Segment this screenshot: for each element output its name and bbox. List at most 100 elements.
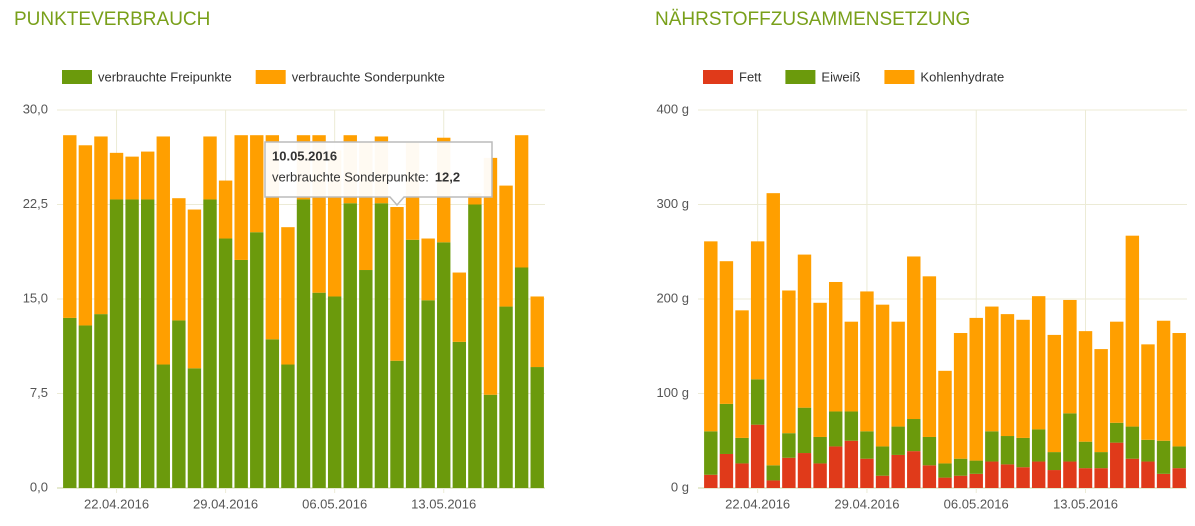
bar-segment — [735, 437, 749, 464]
bar-segment — [514, 267, 529, 488]
bar-segment — [156, 136, 170, 365]
bar-segment — [63, 317, 77, 488]
y-tick-label: 22,5 — [23, 196, 48, 211]
bar-segment — [390, 360, 404, 488]
bar-segment — [797, 407, 812, 454]
y-tick-label: 0,0 — [30, 479, 48, 494]
bar-segment — [218, 180, 233, 239]
tooltip-title: 10.05.2016 — [272, 148, 337, 163]
bar-segment — [109, 152, 124, 200]
bar-segment — [94, 314, 108, 488]
bar-segment — [1031, 296, 1046, 430]
bar-segment — [390, 207, 404, 361]
bar-segment — [218, 238, 233, 488]
bar-segment — [766, 193, 780, 466]
y-tick-label: 0 g — [671, 479, 689, 494]
bar-segment — [985, 461, 999, 488]
bar-segment — [985, 431, 999, 462]
bar-segment — [296, 199, 311, 488]
bar-segment — [250, 232, 264, 488]
bar-segment — [1047, 334, 1062, 453]
bar-segment — [844, 321, 859, 412]
bar-segment — [844, 411, 859, 441]
bar-segment — [985, 306, 999, 432]
bar-segment — [891, 321, 905, 427]
bar-segment — [1172, 468, 1186, 488]
bar-segment — [156, 364, 170, 488]
bar-segment — [94, 136, 108, 315]
x-tick-label: 06.05.2016 — [302, 496, 367, 511]
bar-segment — [704, 431, 718, 475]
bar-segment — [1063, 413, 1077, 462]
bar-segment — [828, 411, 843, 447]
y-tick-label: 15,0 — [23, 290, 48, 305]
bar-segment — [735, 310, 749, 438]
bar-segment — [234, 135, 248, 260]
bar-segment — [187, 368, 202, 488]
bar-segment — [78, 325, 93, 488]
bar-segment — [922, 436, 937, 466]
bar-segment — [797, 453, 812, 488]
bar-segment — [468, 193, 482, 205]
labels: PUNKTEVERBRAUCH verbrauchte Freipunkte ver… — [14, 9, 1118, 511]
bar-segment — [437, 242, 451, 488]
bar-segment — [1141, 439, 1155, 462]
tooltip: 10.05.2016 verbrauchte Sonderpunkte: 12,… — [264, 141, 493, 207]
bar-segment — [1172, 446, 1186, 469]
bar-segment — [1078, 331, 1093, 442]
bar-segment — [969, 460, 983, 474]
bar-segment — [953, 458, 968, 476]
bar-segment — [1016, 319, 1030, 438]
bar-segment — [1078, 468, 1093, 488]
bar-segment — [125, 199, 139, 488]
bar-segment — [483, 394, 498, 488]
bar-segment — [844, 440, 859, 488]
bar-segment — [187, 209, 202, 369]
chart-title: NÄHRSTOFFZUSAMMENSETZUNG — [655, 9, 970, 30]
bar-segment — [1000, 436, 1015, 465]
bar-segment — [782, 290, 796, 434]
legend-label: verbrauchte Sonderpunkte — [292, 69, 445, 84]
bar-segment — [1016, 437, 1030, 468]
bar-segment — [969, 317, 983, 461]
bar-segment — [704, 241, 718, 432]
bar-segment — [343, 203, 357, 489]
y-tick-label: 300 g — [656, 196, 689, 211]
bar-segment — [452, 272, 467, 342]
bar-segment — [1016, 467, 1030, 488]
bar-segment — [78, 145, 93, 326]
y-tick-label: 100 g — [656, 385, 689, 400]
bar-segment — [1094, 468, 1108, 488]
bar-segment — [1141, 344, 1155, 440]
bar-segment — [875, 446, 890, 476]
bar-segment — [782, 457, 796, 488]
y-tick-label: 400 g — [656, 101, 689, 116]
bar-segment — [719, 261, 734, 404]
bar-segment — [875, 304, 890, 447]
y-tick-label: 200 g — [656, 290, 689, 305]
bar-segment — [750, 241, 765, 380]
bar-segment — [499, 185, 513, 307]
chart-title: PUNKTEVERBRAUCH — [14, 9, 210, 30]
bars — [63, 135, 1186, 489]
bar-segment — [828, 446, 843, 488]
bar-segment — [1110, 321, 1124, 423]
bar-segment — [922, 465, 937, 488]
bar-segment — [530, 296, 544, 368]
bar-segment — [938, 370, 952, 464]
bar-segment — [828, 281, 843, 412]
bar-segment — [1172, 333, 1186, 447]
bar-segment — [125, 156, 139, 200]
bar-segment — [1125, 235, 1140, 427]
bar-segment — [281, 364, 295, 488]
bar-segment — [953, 333, 968, 459]
bar-segment — [468, 204, 482, 488]
bar-segment — [860, 458, 874, 488]
bar-segment — [953, 475, 968, 488]
legend-swatch — [785, 70, 816, 84]
bar-segment — [922, 276, 937, 437]
x-tick-label: 22.04.2016 — [84, 496, 149, 511]
bar-segment — [1031, 461, 1046, 488]
bar-segment — [907, 451, 921, 488]
